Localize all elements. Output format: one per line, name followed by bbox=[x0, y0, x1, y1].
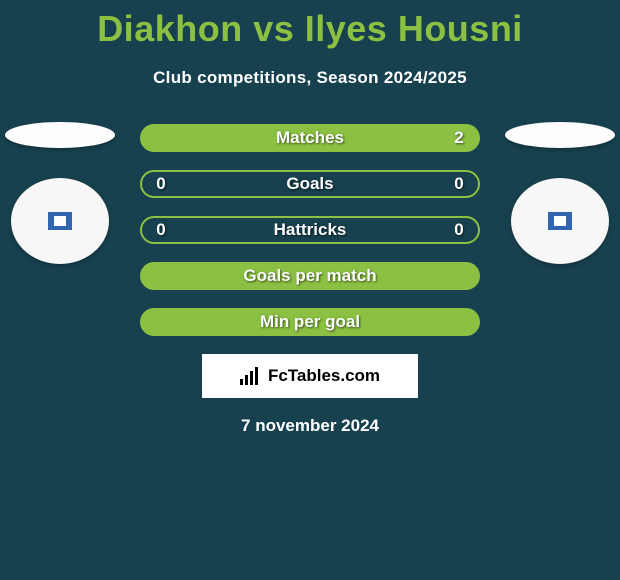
comparison-title: Diakhon vs Ilyes Housni bbox=[0, 0, 620, 50]
stat-label: Goals per match bbox=[168, 266, 452, 286]
stat-row-matches: Matches 2 bbox=[140, 124, 480, 152]
stats-table: Matches 2 0 Goals 0 0 Hattricks 0 Goals … bbox=[140, 124, 480, 336]
stat-label: Hattricks bbox=[168, 220, 452, 240]
player-left-flag bbox=[5, 122, 115, 148]
stat-right-value: 2 bbox=[452, 128, 466, 148]
player-left-column bbox=[0, 122, 120, 264]
club-placeholder-icon bbox=[48, 212, 72, 230]
fctables-logo: FcTables.com bbox=[202, 354, 418, 398]
player-right-club-badge bbox=[511, 178, 609, 264]
player-left-club-badge bbox=[11, 178, 109, 264]
stat-label: Min per goal bbox=[168, 312, 452, 332]
bar-chart-icon bbox=[240, 367, 262, 385]
snapshot-date: 7 november 2024 bbox=[0, 416, 620, 436]
stat-right-value: 0 bbox=[452, 174, 466, 194]
stat-row-min-per-goal: Min per goal bbox=[140, 308, 480, 336]
stat-left-value: 0 bbox=[154, 174, 168, 194]
logo-text: FcTables.com bbox=[268, 366, 380, 386]
player-right-flag bbox=[505, 122, 615, 148]
player-right-column bbox=[500, 122, 620, 264]
stat-label: Matches bbox=[168, 128, 452, 148]
stat-right-value: 0 bbox=[452, 220, 466, 240]
stat-row-goals: 0 Goals 0 bbox=[140, 170, 480, 198]
club-placeholder-icon bbox=[548, 212, 572, 230]
stat-label: Goals bbox=[168, 174, 452, 194]
comparison-subtitle: Club competitions, Season 2024/2025 bbox=[0, 68, 620, 88]
stat-left-value: 0 bbox=[154, 220, 168, 240]
stat-row-goals-per-match: Goals per match bbox=[140, 262, 480, 290]
stat-row-hattricks: 0 Hattricks 0 bbox=[140, 216, 480, 244]
